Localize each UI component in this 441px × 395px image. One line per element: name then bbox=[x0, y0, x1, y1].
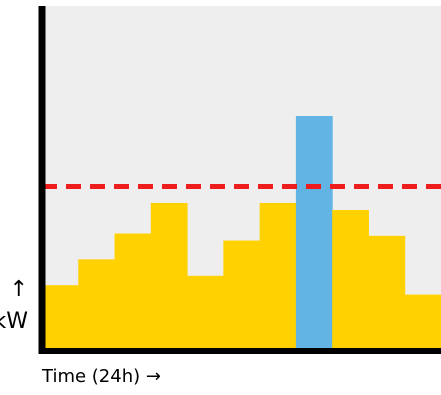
y-axis-arrow: ↑ bbox=[9, 277, 28, 302]
x-axis-label: Time (24h) → bbox=[42, 366, 161, 387]
y-axis-label: ↑ kW bbox=[0, 274, 28, 338]
bar bbox=[150, 202, 188, 351]
bar-group bbox=[42, 116, 441, 351]
bar-highlight bbox=[295, 116, 333, 351]
bar bbox=[259, 202, 297, 351]
bar bbox=[42, 285, 79, 351]
bar bbox=[332, 210, 369, 351]
bar bbox=[114, 233, 152, 351]
bar bbox=[223, 240, 261, 351]
bar bbox=[78, 259, 116, 351]
bar bbox=[368, 235, 406, 351]
bar bbox=[187, 275, 224, 351]
y-axis-unit: kW bbox=[0, 309, 28, 334]
bar bbox=[404, 294, 441, 351]
